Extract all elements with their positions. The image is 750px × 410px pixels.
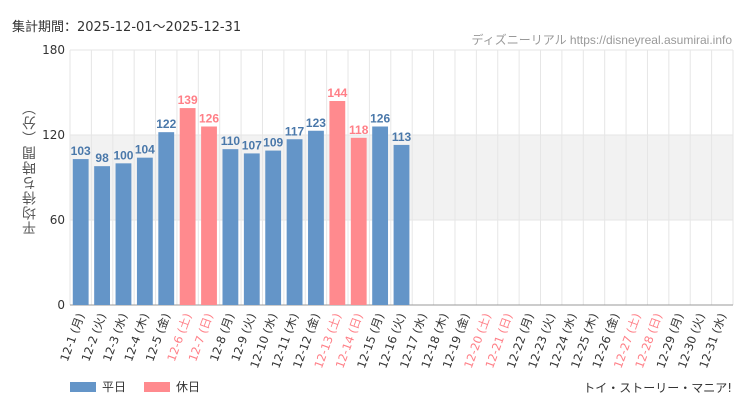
value-label: 109 (263, 136, 283, 150)
weekday-swatch (70, 381, 96, 392)
bar (372, 126, 389, 305)
legend-weekday: 平日 (70, 378, 126, 395)
value-label: 107 (242, 138, 262, 152)
bar (179, 108, 196, 305)
bar (222, 149, 239, 305)
bar (286, 139, 303, 305)
bar (201, 126, 217, 305)
y-tick-label: 180 (42, 43, 65, 57)
holiday-swatch (144, 381, 171, 392)
legend: 平日 休日 (70, 378, 200, 395)
attraction-name: トイ・ストーリー・マニア! (583, 381, 732, 395)
bar (393, 144, 410, 305)
site-credit: ディズニーリアル https://disneyreal.asumirai.inf… (471, 33, 732, 47)
period-label: 集計期間：2025-12-01〜2025-12-31 (12, 20, 242, 35)
bar (308, 130, 324, 305)
legend-holiday-label: 休日 (176, 380, 201, 394)
value-label: 118 (349, 123, 369, 137)
value-label: 126 (199, 112, 219, 126)
y-tick-label: 0 (57, 298, 65, 312)
bar (243, 153, 260, 305)
value-label: 117 (285, 124, 305, 138)
value-label: 100 (113, 148, 133, 162)
value-label: 110 (221, 134, 241, 148)
value-label: 122 (156, 117, 176, 131)
value-label: 144 (327, 86, 347, 100)
legend-holiday: 休日 (144, 378, 200, 395)
value-label: 104 (135, 143, 155, 157)
y-tick-label: 120 (42, 128, 65, 142)
value-label: 113 (392, 130, 412, 144)
legend-weekday-label: 平日 (102, 380, 127, 394)
value-label: 123 (306, 116, 326, 130)
y-tick-label: 60 (50, 213, 65, 227)
bar (136, 157, 153, 305)
bar (72, 159, 89, 305)
bar (158, 132, 175, 305)
bar (329, 101, 346, 305)
value-label: 103 (71, 144, 91, 158)
bar (265, 150, 282, 305)
bar (350, 137, 367, 305)
value-label: 98 (95, 151, 109, 165)
value-label: 139 (178, 93, 198, 107)
bar (115, 163, 132, 305)
value-label: 126 (370, 112, 390, 126)
bar (94, 166, 110, 305)
